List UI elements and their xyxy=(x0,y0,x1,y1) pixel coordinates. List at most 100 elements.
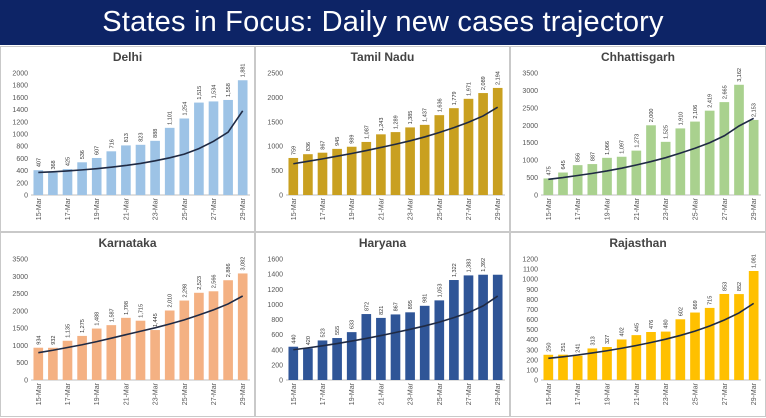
y-tick-label: 1500 xyxy=(267,119,283,126)
data-label: 759 xyxy=(291,146,297,155)
bar xyxy=(376,134,386,195)
bar xyxy=(616,156,627,195)
data-label: 1,558 xyxy=(226,83,232,97)
y-tick-label: 2000 xyxy=(267,95,283,102)
bar xyxy=(587,348,598,380)
data-label: 823 xyxy=(139,133,145,142)
x-tick-label: 15-Mar xyxy=(36,382,43,405)
data-label: 1,715 xyxy=(139,304,145,318)
bar xyxy=(164,310,175,380)
data-label: 856 xyxy=(576,153,582,162)
data-label: 716 xyxy=(109,139,115,148)
y-tick-label: 200 xyxy=(16,180,28,187)
y-tick-label: 0 xyxy=(24,378,28,385)
bar xyxy=(631,150,642,195)
data-label: 2,523 xyxy=(197,276,203,290)
bar xyxy=(303,348,313,380)
data-label: 402 xyxy=(620,327,626,336)
x-tick-label: 15-Mar xyxy=(291,382,298,405)
chart-plot-haryana: 0 200 400 600 800 1000 1200 1400 1600 440 420 523 55… xyxy=(267,257,505,405)
x-tick-label: 27-Mar xyxy=(211,382,218,405)
y-tick-label: 1000 xyxy=(522,277,538,284)
data-label: 1,066 xyxy=(605,141,611,155)
x-tick-label: 19-Mar xyxy=(349,197,356,220)
data-label: 475 xyxy=(546,166,552,175)
data-label: 645 xyxy=(561,160,567,169)
data-label: 934 xyxy=(36,336,42,345)
data-label: 1,392 xyxy=(481,258,487,272)
bar xyxy=(237,80,248,195)
bar xyxy=(77,162,87,195)
trend-line xyxy=(548,302,755,360)
data-label: 821 xyxy=(379,306,385,315)
x-tick-label: 17-Mar xyxy=(320,382,327,405)
x-tick-label: 21-Mar xyxy=(378,197,385,220)
x-tick-label: 17-Mar xyxy=(575,382,582,405)
data-label: 425 xyxy=(66,157,72,166)
bar xyxy=(616,339,627,380)
x-tick-label: 15-Mar xyxy=(546,197,553,220)
x-tick-label: 19-Mar xyxy=(94,382,101,405)
bar xyxy=(449,108,459,195)
data-label: 1,910 xyxy=(678,112,684,126)
data-label: 1,135 xyxy=(66,324,72,338)
y-tick-label: 700 xyxy=(526,307,538,314)
data-label: 887 xyxy=(590,152,596,161)
data-label: 945 xyxy=(335,137,341,146)
chart-panel-haryana: Haryana 0 200 400 600 800 1000 1200 1400 1600 440… xyxy=(255,232,510,417)
bar xyxy=(463,275,474,380)
chart-plot-tamil-nadu: 0 500 1000 1500 2000 2500 759 836 867 945 989 1,087… xyxy=(267,71,505,220)
data-label: 867 xyxy=(394,302,400,311)
bar xyxy=(62,340,73,380)
bar xyxy=(179,300,190,380)
bar xyxy=(734,84,744,195)
bar xyxy=(106,151,117,195)
y-tick-label: 0 xyxy=(534,378,538,385)
header-banner: States in Focus: Daily new cases traject… xyxy=(0,0,766,45)
bar xyxy=(288,346,299,380)
data-label: 440 xyxy=(291,335,297,344)
data-label: 1,081 xyxy=(752,254,758,268)
y-tick-label: 1500 xyxy=(522,140,538,147)
data-label: 1,322 xyxy=(452,263,458,277)
data-label: 536 xyxy=(80,150,86,159)
bar xyxy=(208,101,219,195)
y-tick-label: 1500 xyxy=(12,326,28,333)
y-tick-label: 600 xyxy=(271,332,283,339)
data-label: 989 xyxy=(350,135,356,144)
bar xyxy=(419,124,430,195)
x-tick-label: 25-Mar xyxy=(693,382,700,405)
data-label: 368 xyxy=(51,160,57,169)
y-tick-label: 1000 xyxy=(12,132,28,139)
data-label: 2,153 xyxy=(752,103,758,117)
data-label: 669 xyxy=(693,300,699,309)
x-tick-label: 21-Mar xyxy=(123,197,130,220)
data-label: 523 xyxy=(321,328,327,337)
y-tick-label: 0 xyxy=(279,193,283,200)
y-tick-label: 500 xyxy=(16,360,28,367)
bar xyxy=(135,144,146,195)
x-tick-label: 15-Mar xyxy=(36,197,43,220)
y-tick-label: 0 xyxy=(24,193,28,200)
bar xyxy=(543,354,554,380)
chart-plot-chhattisgarh: 0 500 1000 1500 2000 2500 3000 3500 475 645 856 887… xyxy=(522,68,761,220)
x-tick-label: 27-Mar xyxy=(722,382,729,405)
chart-grid: Delhi 0 200 400 600 800 1000 1200 1400 1600 1800 2… xyxy=(0,46,766,417)
y-tick-label: 1800 xyxy=(12,83,28,90)
data-label: 2,566 xyxy=(212,275,218,289)
bar xyxy=(346,146,357,195)
bar xyxy=(346,332,357,380)
bar xyxy=(449,280,459,380)
chart-title: Delhi xyxy=(112,50,143,64)
x-tick-label: 29-Mar xyxy=(495,197,502,220)
data-label: 250 xyxy=(546,343,552,352)
data-label: 2,886 xyxy=(226,263,232,277)
bar xyxy=(748,119,759,195)
y-tick-label: 1400 xyxy=(267,272,283,279)
data-label: 3,162 xyxy=(737,68,743,82)
bar xyxy=(704,307,715,380)
data-label: 981 xyxy=(423,294,429,303)
bar xyxy=(602,157,612,195)
bar xyxy=(361,314,372,380)
x-tick-label: 17-Mar xyxy=(65,197,72,220)
